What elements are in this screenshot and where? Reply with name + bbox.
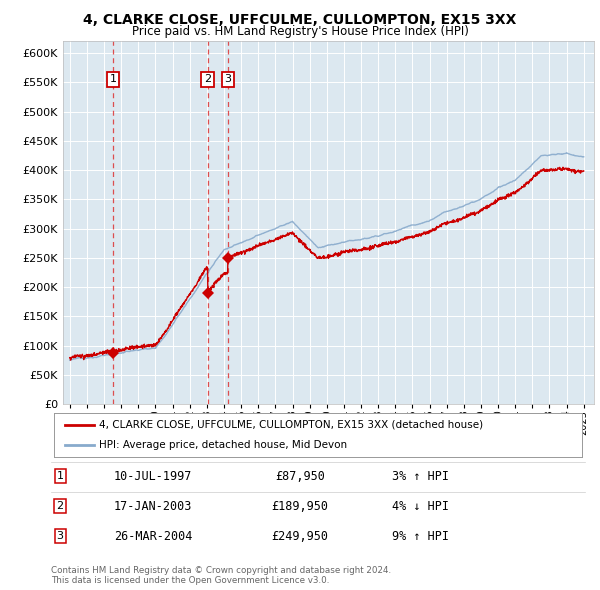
Text: HPI: Average price, detached house, Mid Devon: HPI: Average price, detached house, Mid … [99,440,347,450]
Text: 4, CLARKE CLOSE, UFFCULME, CULLOMPTON, EX15 3XX (detached house): 4, CLARKE CLOSE, UFFCULME, CULLOMPTON, E… [99,420,483,430]
Text: 26-MAR-2004: 26-MAR-2004 [114,530,192,543]
Text: 9% ↑ HPI: 9% ↑ HPI [392,530,449,543]
Text: 2: 2 [56,502,64,511]
Text: 1: 1 [56,471,64,481]
Text: 4% ↓ HPI: 4% ↓ HPI [392,500,449,513]
Text: 17-JAN-2003: 17-JAN-2003 [114,500,192,513]
Text: £189,950: £189,950 [271,500,329,513]
Text: £249,950: £249,950 [271,530,329,543]
Text: Contains HM Land Registry data © Crown copyright and database right 2024.
This d: Contains HM Land Registry data © Crown c… [51,566,391,585]
Text: 4, CLARKE CLOSE, UFFCULME, CULLOMPTON, EX15 3XX: 4, CLARKE CLOSE, UFFCULME, CULLOMPTON, E… [83,13,517,27]
Text: 2: 2 [204,74,211,84]
Text: 3: 3 [224,74,232,84]
Text: Price paid vs. HM Land Registry's House Price Index (HPI): Price paid vs. HM Land Registry's House … [131,25,469,38]
Text: £87,950: £87,950 [275,470,325,483]
Text: 3% ↑ HPI: 3% ↑ HPI [392,470,449,483]
Text: 3: 3 [56,532,64,541]
Text: 10-JUL-1997: 10-JUL-1997 [114,470,192,483]
Text: 1: 1 [110,74,116,84]
